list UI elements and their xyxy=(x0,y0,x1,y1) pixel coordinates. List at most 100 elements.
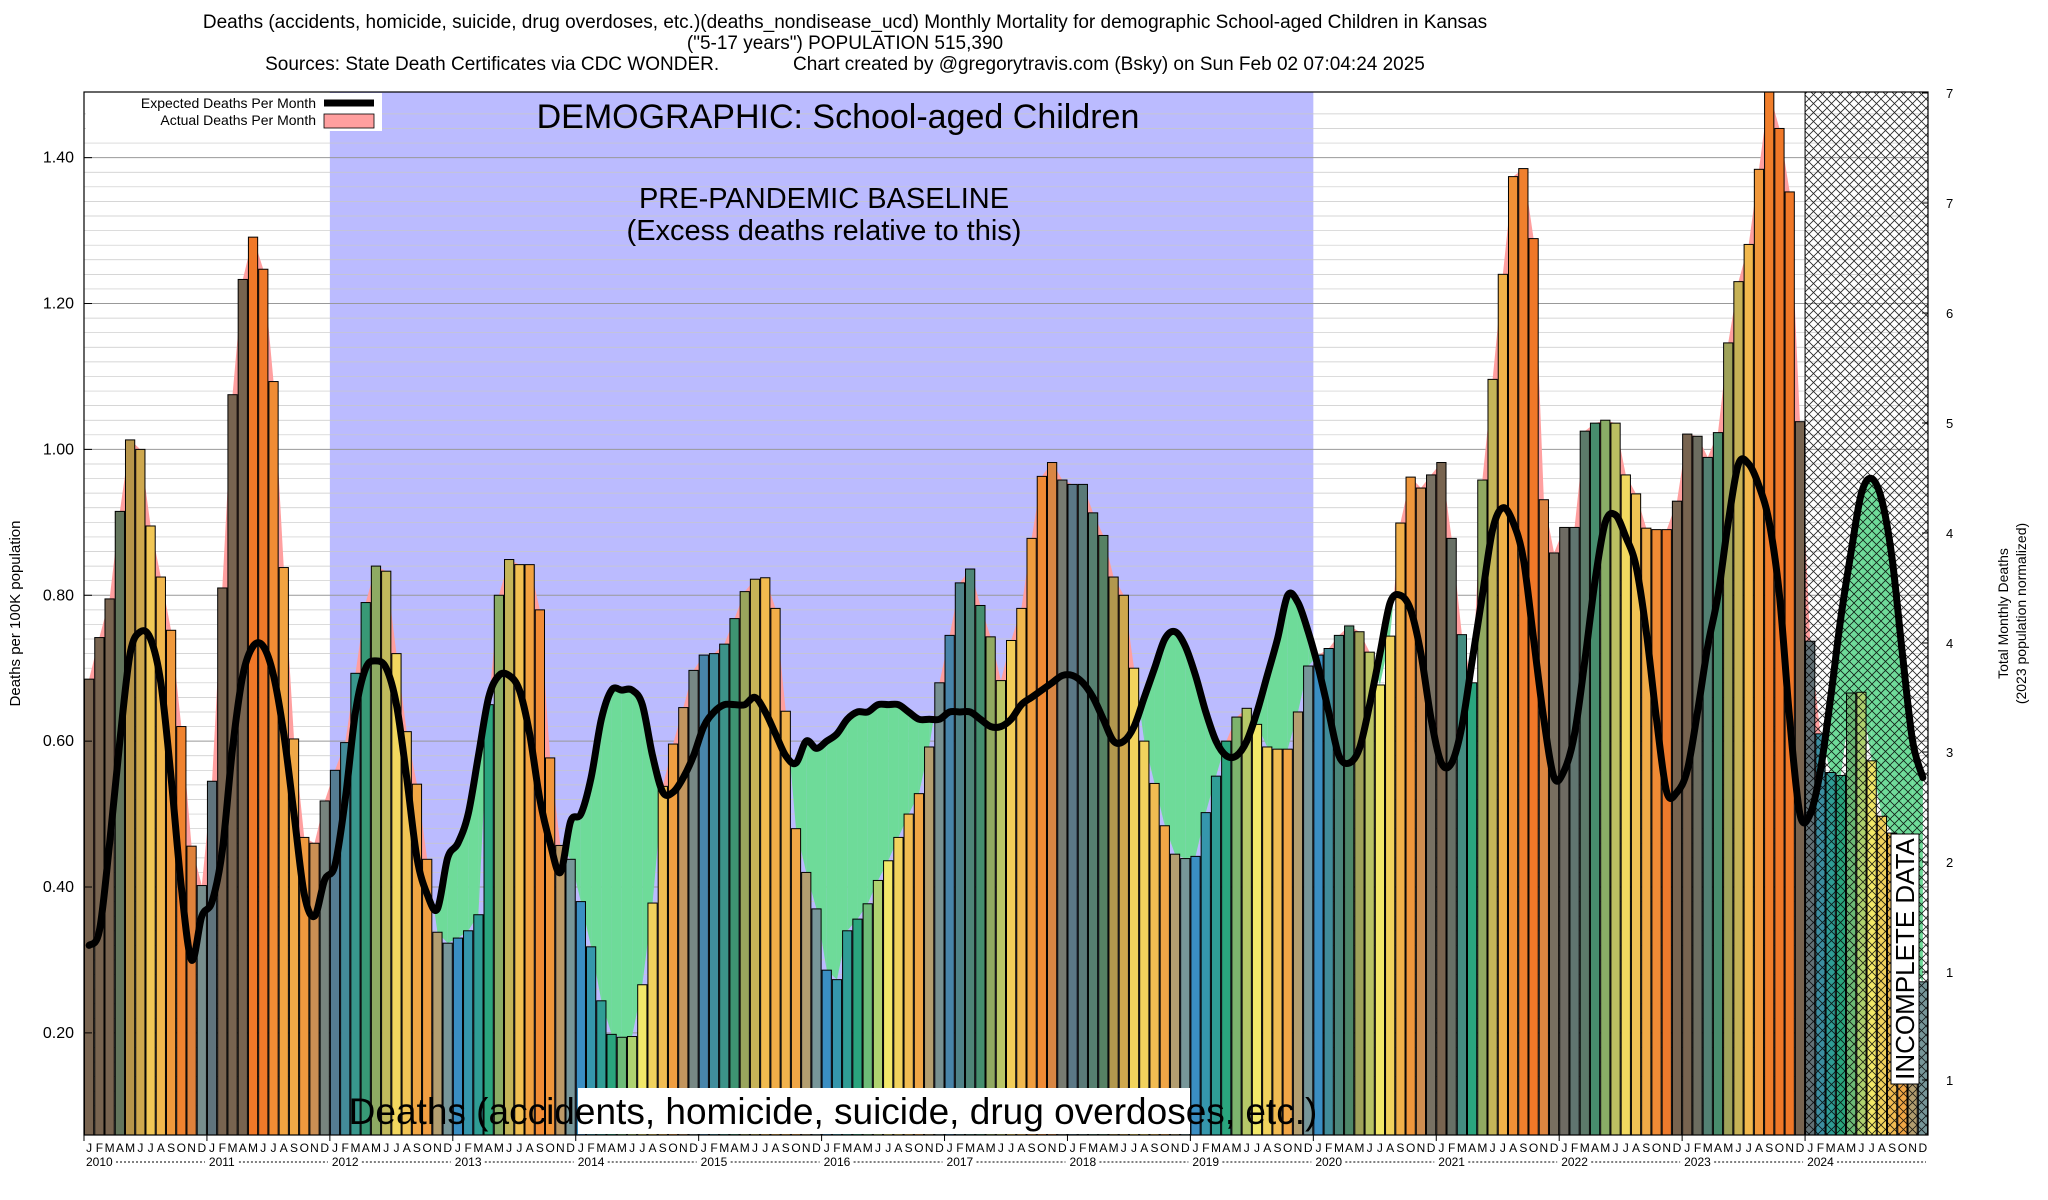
bar xyxy=(1303,665,1314,1136)
bar xyxy=(1415,487,1427,1136)
year-label: 2018 xyxy=(1069,1155,1096,1169)
month-label: F xyxy=(956,1141,963,1155)
month-label: A xyxy=(116,1141,124,1155)
bar xyxy=(1661,529,1672,1136)
bar xyxy=(135,448,146,1136)
bar xyxy=(1559,526,1570,1136)
month-label: M xyxy=(1354,1141,1364,1155)
month-label: J xyxy=(1121,1141,1127,1155)
month-label: J xyxy=(1746,1141,1752,1155)
month-label: S xyxy=(413,1141,421,1155)
year-label: 2012 xyxy=(332,1155,359,1169)
month-label: M xyxy=(617,1141,627,1155)
month-label: D xyxy=(320,1141,329,1155)
y-tick-label: 0.60 xyxy=(43,733,74,750)
bar xyxy=(1087,512,1099,1136)
bar xyxy=(1231,716,1242,1136)
month-label: J xyxy=(86,1141,92,1155)
month-label: J xyxy=(578,1141,584,1155)
year-label: 2024 xyxy=(1807,1155,1834,1169)
month-label: A xyxy=(157,1141,165,1155)
month-label: J xyxy=(875,1141,881,1155)
bar xyxy=(1426,474,1437,1136)
bar xyxy=(1405,476,1416,1136)
month-label: J xyxy=(383,1141,389,1155)
month-label: J xyxy=(629,1141,635,1155)
month-label: S xyxy=(1396,1141,1404,1155)
bar xyxy=(278,567,289,1136)
month-label: S xyxy=(1151,1141,1159,1155)
month-label: J xyxy=(885,1141,891,1155)
month-label: M xyxy=(350,1141,360,1155)
deficit-area xyxy=(1175,631,1186,859)
bar xyxy=(1210,775,1222,1136)
month-label: J xyxy=(701,1141,707,1155)
month-label: M xyxy=(1457,1141,1467,1155)
bar xyxy=(483,704,494,1136)
month-label: S xyxy=(782,1141,790,1155)
month-label: N xyxy=(802,1141,811,1155)
month-label: A xyxy=(485,1141,493,1155)
month-label: O xyxy=(914,1141,923,1155)
deficit-area xyxy=(570,814,581,902)
right-tick-label: 4 xyxy=(1946,636,1953,651)
month-label: D xyxy=(935,1141,944,1155)
bar xyxy=(319,800,330,1136)
month-label: J xyxy=(516,1141,522,1155)
month-label: M xyxy=(473,1141,483,1155)
bar xyxy=(309,842,320,1136)
bar xyxy=(1221,740,1232,1136)
month-label: A xyxy=(894,1141,902,1155)
bar xyxy=(124,439,136,1136)
bar xyxy=(1385,635,1396,1136)
month-label: A xyxy=(1017,1141,1025,1155)
month-label: J xyxy=(1869,1141,1875,1155)
month-label: J xyxy=(209,1141,215,1155)
month-label: D xyxy=(1427,1141,1436,1155)
bar xyxy=(729,618,740,1136)
right-tick-label: 1 xyxy=(1946,1073,1953,1088)
month-label: S xyxy=(1028,1141,1036,1155)
bar xyxy=(165,629,177,1136)
month-label: D xyxy=(566,1141,575,1155)
bar xyxy=(247,236,259,1136)
month-label: N xyxy=(1908,1141,1917,1155)
bar xyxy=(258,268,269,1136)
deficit-area xyxy=(1185,646,1196,859)
bar xyxy=(1712,432,1724,1136)
month-label: F xyxy=(1202,1141,1209,1155)
bar xyxy=(739,591,750,1136)
month-label: M xyxy=(248,1141,258,1155)
month-label: J xyxy=(1070,1141,1076,1155)
month-label: O xyxy=(545,1141,554,1155)
plot-frame xyxy=(83,91,1929,1136)
bar xyxy=(84,678,95,1136)
deficit-area xyxy=(1195,675,1206,857)
bar xyxy=(1548,552,1560,1136)
month-label: J xyxy=(1008,1141,1014,1155)
month-label: A xyxy=(1345,1141,1353,1155)
month-label: J xyxy=(148,1141,154,1155)
bar xyxy=(1436,462,1447,1136)
bar xyxy=(1292,711,1304,1136)
bar xyxy=(657,785,668,1136)
month-label: N xyxy=(1048,1141,1057,1155)
right-tick-label: 6 xyxy=(1946,306,1953,321)
chart-title-line-1: Deaths (accidents, homicide, suicide, dr… xyxy=(202,12,1488,33)
month-label: M xyxy=(1232,1141,1242,1155)
bar xyxy=(145,525,156,1136)
bar xyxy=(1118,594,1129,1136)
month-label: M xyxy=(842,1141,852,1155)
legend-actual-label: Actual Deaths Per Month xyxy=(160,112,316,128)
month-label: O xyxy=(668,1141,677,1155)
y-axis-title-right-2: (2023 population normalized) xyxy=(2013,523,2029,704)
y-tick-label: 0.80 xyxy=(43,587,74,604)
right-tick-label: 5 xyxy=(1946,416,1953,431)
deficit-area xyxy=(908,711,919,815)
month-label: A xyxy=(403,1141,411,1155)
month-label: S xyxy=(1519,1141,1527,1155)
deficit-area xyxy=(888,704,899,861)
month-label: F xyxy=(1694,1141,1701,1155)
bar xyxy=(1036,475,1047,1136)
